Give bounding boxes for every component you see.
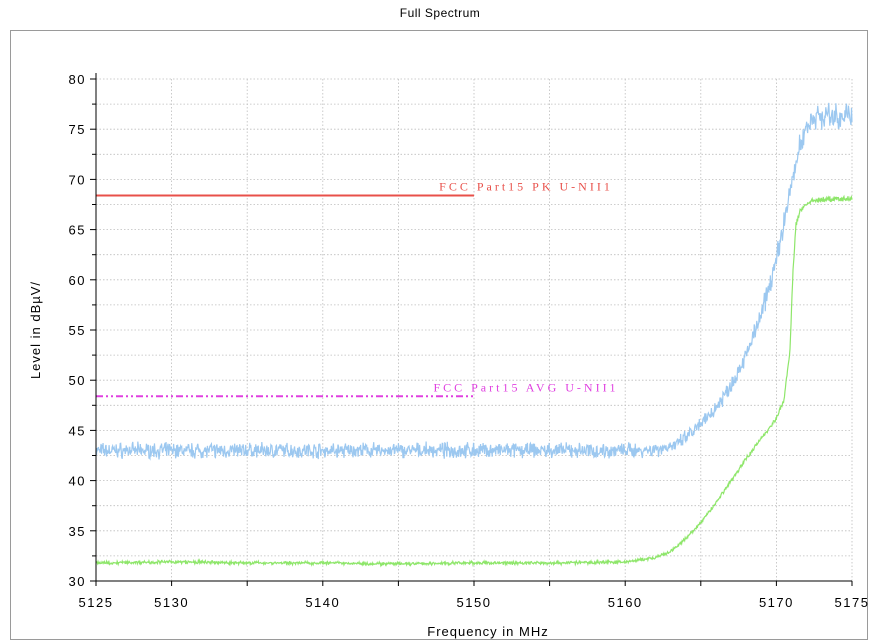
limit-label-2: FCC Part15 AVG U-NII1 [433, 380, 618, 394]
limit-label-1: FCC Part15 PK U-NII1 [439, 179, 613, 193]
axes: 30 35 40 45 50 55 60 65 70 75 80 5125 5130 5140 5150 51… [69, 72, 870, 610]
y-tick-label: 50 [69, 373, 86, 388]
x-tick-label: 5170 [759, 595, 794, 610]
x-tick-label: 5175 [835, 595, 870, 610]
y-tick-label: 70 [69, 172, 86, 187]
y-tick-label: 45 [69, 423, 86, 438]
series-layer [95, 102, 853, 568]
x-tick-label: 5150 [457, 595, 492, 610]
chart-title: Full Spectrum [399, 6, 481, 20]
y-axis-label: Level in dBµV/ [28, 281, 43, 379]
series-trace-1 [95, 102, 853, 461]
y-tick-label: 55 [69, 323, 86, 338]
chart-frame [10, 30, 868, 640]
x-tick-label: 5160 [608, 595, 643, 610]
limit-lines: FCC Part15 PK U-NII1 FCC Part15 AVG U-NII… [96, 179, 618, 398]
grid [95, 78, 853, 582]
x-tick-label: 5130 [154, 595, 189, 610]
series-trace-2 [95, 194, 853, 568]
x-axis-label: Frequency in MHz [427, 624, 548, 639]
y-tick-label: 30 [69, 574, 86, 589]
y-tick-label: 65 [69, 223, 86, 238]
x-tick-label: 5125 [79, 595, 114, 610]
y-tick-label: 60 [69, 273, 86, 288]
y-tick-label: 35 [69, 524, 86, 539]
y-tick-label: 75 [69, 122, 86, 137]
y-tick-label: 40 [69, 474, 86, 489]
x-tick-label: 5140 [305, 595, 340, 610]
y-tick-label: 80 [69, 72, 86, 87]
